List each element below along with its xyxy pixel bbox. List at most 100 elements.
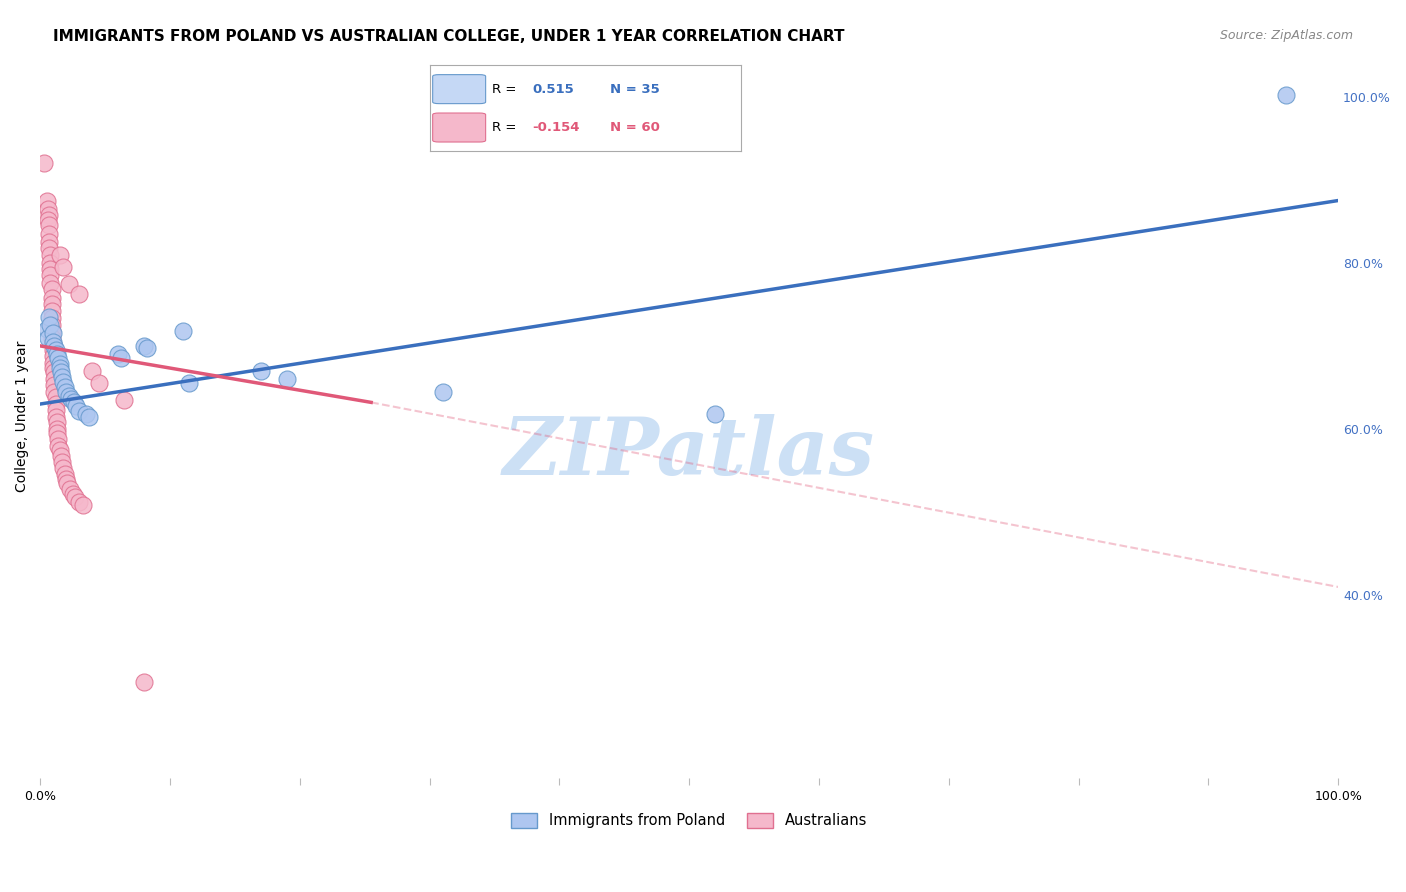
Immigrants from Poland xyxy=(67,403,90,417)
Australians xyxy=(46,426,69,441)
Immigrants from Poland xyxy=(58,389,80,403)
Australians xyxy=(48,247,70,261)
Australians xyxy=(37,212,59,227)
Australians xyxy=(38,208,60,222)
Australians xyxy=(58,277,80,291)
Immigrants from Poland xyxy=(1275,88,1298,103)
Immigrants from Poland xyxy=(42,334,65,349)
Australians xyxy=(42,349,65,363)
Immigrants from Poland xyxy=(107,347,129,361)
Immigrants from Poland xyxy=(45,343,67,357)
Text: ZIPatlas: ZIPatlas xyxy=(503,414,876,491)
Australians xyxy=(39,276,62,290)
Australians xyxy=(42,361,65,376)
Australians xyxy=(55,472,77,486)
Australians xyxy=(41,330,63,344)
Immigrants from Poland xyxy=(110,351,132,366)
Australians xyxy=(41,304,63,318)
Australians xyxy=(59,482,82,496)
Australians xyxy=(56,475,79,490)
Australians xyxy=(52,260,75,274)
Immigrants from Poland xyxy=(75,407,97,421)
Australians xyxy=(44,378,66,392)
Australians xyxy=(44,372,66,386)
Australians xyxy=(114,392,136,407)
Australians xyxy=(46,422,69,436)
Australians xyxy=(44,366,66,380)
Australians xyxy=(38,241,60,255)
Immigrants from Poland xyxy=(44,339,66,353)
Australians xyxy=(87,376,110,391)
Australians xyxy=(72,499,94,513)
Legend: Immigrants from Poland, Australians: Immigrants from Poland, Australians xyxy=(503,805,875,836)
Australians xyxy=(52,461,75,475)
Australians xyxy=(38,235,60,249)
Immigrants from Poland xyxy=(55,384,77,399)
Australians xyxy=(39,247,62,261)
Australians xyxy=(62,487,84,501)
Australians xyxy=(37,202,59,216)
Australians xyxy=(39,256,62,270)
Australians xyxy=(67,286,90,301)
Immigrants from Poland xyxy=(135,341,157,355)
Australians xyxy=(46,439,69,453)
Australians xyxy=(41,282,63,296)
Australians xyxy=(49,450,72,464)
Immigrants from Poland xyxy=(179,376,201,391)
Immigrants from Poland xyxy=(35,322,58,336)
Australians xyxy=(32,156,55,170)
Australians xyxy=(39,262,62,277)
Immigrants from Poland xyxy=(704,407,727,421)
Australians xyxy=(67,495,90,509)
Australians xyxy=(39,268,62,283)
Australians xyxy=(41,311,63,326)
Australians xyxy=(41,291,63,305)
Immigrants from Poland xyxy=(39,318,62,332)
Australians xyxy=(42,337,65,351)
Immigrants from Poland xyxy=(38,310,60,324)
Australians xyxy=(45,397,67,411)
Australians xyxy=(80,364,103,378)
Immigrants from Poland xyxy=(37,330,59,344)
Immigrants from Poland xyxy=(53,380,76,394)
Australians xyxy=(41,318,63,332)
Immigrants from Poland xyxy=(46,351,69,366)
Text: IMMIGRANTS FROM POLAND VS AUSTRALIAN COLLEGE, UNDER 1 YEAR CORRELATION CHART: IMMIGRANTS FROM POLAND VS AUSTRALIAN COL… xyxy=(53,29,845,44)
Immigrants from Poland xyxy=(48,357,70,371)
Australians xyxy=(48,442,70,457)
Australians xyxy=(53,467,76,481)
Australians xyxy=(46,415,69,429)
Australians xyxy=(35,194,58,208)
Immigrants from Poland xyxy=(60,392,83,406)
Australians xyxy=(45,391,67,405)
Immigrants from Poland xyxy=(249,364,271,378)
Immigrants from Poland xyxy=(51,370,73,384)
Australians xyxy=(132,675,155,690)
Australians xyxy=(51,455,73,469)
Immigrants from Poland xyxy=(172,324,194,338)
Immigrants from Poland xyxy=(132,339,155,353)
Text: Source: ZipAtlas.com: Source: ZipAtlas.com xyxy=(1219,29,1353,42)
Australians xyxy=(41,297,63,311)
Immigrants from Poland xyxy=(432,384,454,399)
Immigrants from Poland xyxy=(52,376,75,390)
Immigrants from Poland xyxy=(42,326,65,341)
Immigrants from Poland xyxy=(276,372,298,386)
Australians xyxy=(46,432,69,446)
Immigrants from Poland xyxy=(63,395,86,409)
Australians xyxy=(42,355,65,369)
Australians xyxy=(42,343,65,357)
Immigrants from Poland xyxy=(48,361,70,376)
Immigrants from Poland xyxy=(49,366,72,380)
Immigrants from Poland xyxy=(65,399,87,413)
Australians xyxy=(41,324,63,338)
Immigrants from Poland xyxy=(79,410,101,425)
Australians xyxy=(63,490,86,504)
Australians xyxy=(38,227,60,241)
Immigrants from Poland xyxy=(46,347,69,361)
Y-axis label: College, Under 1 year: College, Under 1 year xyxy=(15,341,30,492)
Australians xyxy=(38,219,60,233)
Australians xyxy=(45,402,67,417)
Australians xyxy=(45,409,67,424)
Australians xyxy=(44,384,66,399)
